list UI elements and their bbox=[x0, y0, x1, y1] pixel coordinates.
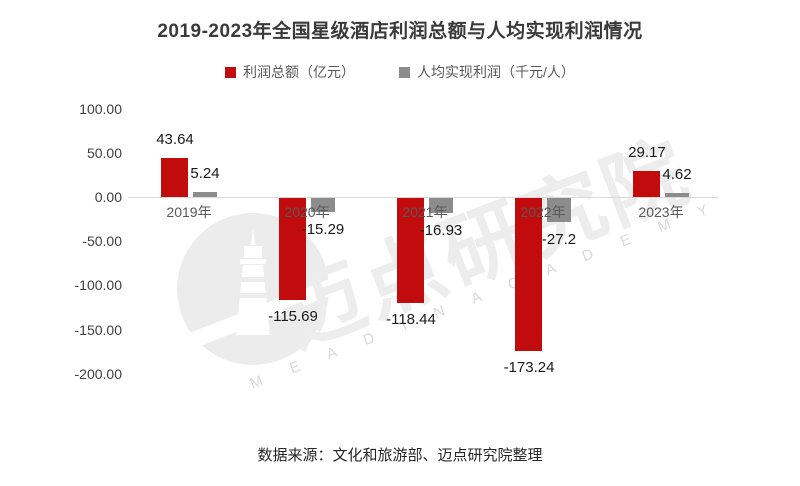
per-capita-value-label: 5.24 bbox=[190, 165, 220, 183]
y-axis-tick-label: -100.00 bbox=[74, 277, 122, 294]
y-axis-tick-label: -150.00 bbox=[74, 321, 122, 338]
per-capita-profit-bar bbox=[665, 192, 689, 197]
y-axis-tick-label: 100.00 bbox=[79, 100, 122, 117]
per-capita-value-label: -27.2 bbox=[541, 231, 577, 249]
y-axis-tick-label: -50.00 bbox=[82, 233, 122, 250]
legend-item-profit-total: 利润总额（亿元） bbox=[225, 62, 355, 82]
profit-total-value-label: -173.24 bbox=[503, 359, 555, 377]
legend-item-per-capita: 人均实现利润（千元/人） bbox=[399, 62, 575, 82]
x-axis-zero-line bbox=[128, 197, 718, 198]
chart-title: 2019-2023年全国星级酒店利润总额与人均实现利润情况 bbox=[157, 21, 643, 42]
profit-total-bar bbox=[515, 198, 542, 352]
x-axis-category-label: 2023年 bbox=[638, 204, 684, 220]
y-axis-tick-label: 0.00 bbox=[94, 189, 122, 205]
per-capita-profit-bar bbox=[429, 198, 453, 213]
per-capita-profit-bar bbox=[193, 192, 217, 197]
per-capita-profit-bar bbox=[311, 198, 335, 212]
legend-swatch-gray bbox=[399, 66, 411, 78]
legend-swatch-red bbox=[225, 66, 237, 78]
x-axis-category-label: 2021年 bbox=[402, 204, 448, 220]
profit-total-value-label: -115.69 bbox=[268, 308, 318, 326]
chart-legend: 利润总额（亿元） 人均实现利润（千元/人） bbox=[0, 62, 800, 82]
per-capita-value-label: -16.93 bbox=[419, 221, 463, 239]
profit-total-bar bbox=[279, 198, 306, 301]
y-axis-tick-label: 50.00 bbox=[86, 144, 122, 161]
profit-total-bar bbox=[397, 198, 424, 303]
profit-total-value-label: 29.17 bbox=[628, 144, 666, 162]
x-axis-category-label: 2020年 bbox=[284, 204, 330, 220]
data-source-note: 数据来源：文化和旅游部、迈点研究院整理 bbox=[257, 447, 543, 464]
profit-total-value-label: 43.64 bbox=[156, 131, 194, 149]
x-axis-category-label: 2019年 bbox=[166, 204, 212, 220]
profit-total-bar bbox=[633, 171, 660, 197]
legend-label-profit-total: 利润总额（亿元） bbox=[243, 64, 356, 80]
x-axis-category-label: 2022年 bbox=[520, 204, 566, 220]
per-capita-value-label: -15.29 bbox=[301, 220, 345, 238]
legend-label-per-capita: 人均实现利润（千元/人） bbox=[417, 64, 575, 80]
y-axis-tick-label: -200.00 bbox=[74, 365, 122, 382]
profit-total-value-label: -118.44 bbox=[386, 310, 436, 328]
per-capita-value-label: 4.62 bbox=[662, 165, 692, 183]
profit-total-bar bbox=[161, 158, 188, 197]
per-capita-profit-bar bbox=[547, 198, 571, 223]
